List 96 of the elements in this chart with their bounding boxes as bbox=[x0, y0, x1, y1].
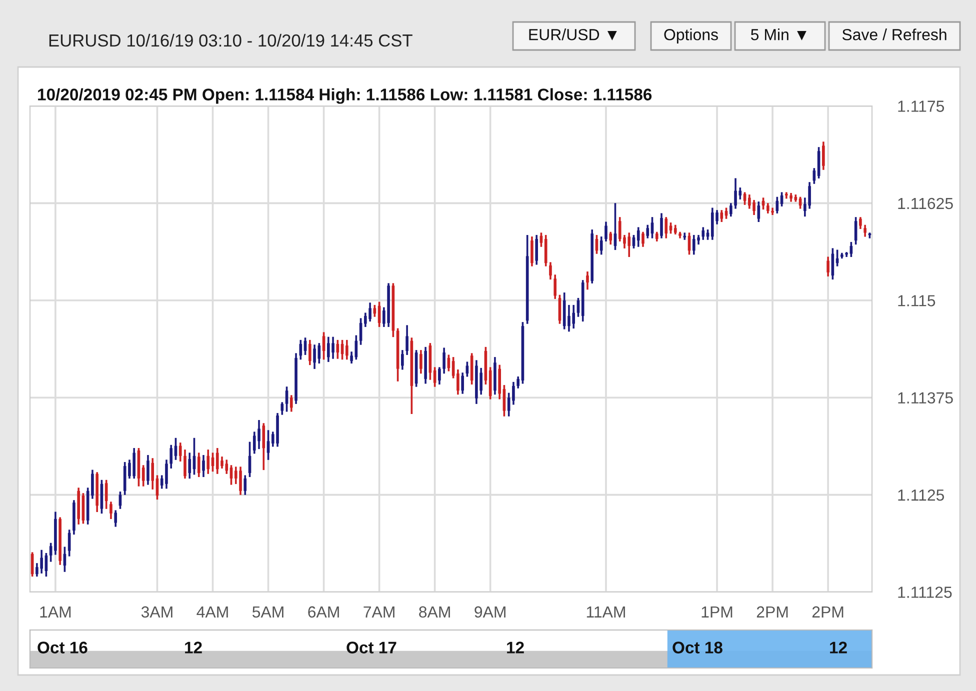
x-tick-label: 2PM bbox=[812, 606, 844, 618]
candlestick bbox=[262, 423, 266, 470]
x-tick-label: 8AM bbox=[419, 606, 450, 618]
candlestick bbox=[401, 350, 404, 370]
text: Oct 16 bbox=[38, 642, 88, 654]
candlestick bbox=[609, 232, 612, 245]
text: 12 bbox=[185, 642, 202, 654]
candlestick bbox=[660, 213, 663, 238]
candlestick bbox=[322, 332, 326, 360]
candlestick bbox=[442, 348, 446, 374]
candlestick bbox=[188, 452, 192, 479]
candlestick bbox=[280, 402, 284, 415]
candlestick bbox=[345, 340, 348, 360]
candlestick bbox=[420, 350, 422, 374]
candlestick bbox=[290, 395, 293, 412]
candlestick bbox=[600, 236, 603, 255]
candlestick bbox=[771, 208, 774, 215]
candlestick bbox=[466, 362, 469, 377]
candlestick bbox=[664, 217, 668, 238]
x-tick-label: 7AM bbox=[364, 606, 394, 618]
y-tick-label: 1.115 bbox=[898, 295, 936, 306]
text: EUR/USD ▼ bbox=[529, 28, 617, 40]
candlestick bbox=[114, 510, 117, 527]
y-tick-label: 1.11375 bbox=[898, 392, 953, 404]
candlestick bbox=[549, 262, 552, 280]
candlestick bbox=[197, 452, 200, 478]
candlestick bbox=[142, 465, 145, 486]
candlestick bbox=[373, 304, 376, 317]
x-tick-label: 1AM bbox=[40, 606, 71, 618]
y-tick-label: 1.1175 bbox=[898, 100, 944, 112]
candlestick bbox=[49, 542, 52, 562]
candlestick bbox=[516, 376, 520, 388]
x-tick-label: 4AM bbox=[196, 606, 228, 618]
x-tick-label: 6AM bbox=[308, 606, 339, 618]
text: Oct 17 bbox=[346, 642, 396, 654]
candlestick bbox=[826, 256, 830, 276]
text: 12 bbox=[830, 642, 847, 654]
x-tick-label: 11AM bbox=[586, 606, 625, 618]
candlestick bbox=[456, 369, 460, 395]
candlestick bbox=[845, 252, 848, 257]
candlestick bbox=[636, 227, 640, 247]
candlestick bbox=[244, 475, 247, 495]
candlestick bbox=[452, 357, 455, 378]
x-tick-label: 3AM bbox=[141, 606, 172, 618]
candlestick bbox=[178, 442, 182, 462]
candlestick bbox=[757, 202, 760, 222]
text: 12 bbox=[507, 642, 524, 654]
x-tick-label: 5AM bbox=[252, 606, 284, 618]
y-tick-label: 1.11125 bbox=[898, 586, 952, 598]
candlestick bbox=[790, 192, 792, 202]
candlestick bbox=[729, 203, 732, 217]
x-tick-label: 9AM bbox=[474, 606, 506, 618]
candlestick bbox=[184, 450, 186, 479]
candlestick bbox=[720, 210, 724, 222]
candlestick bbox=[586, 272, 589, 290]
candlestick bbox=[91, 470, 94, 499]
candlestick bbox=[110, 502, 112, 520]
candlestick bbox=[406, 325, 408, 355]
candlestick bbox=[507, 392, 510, 416]
chart-title: EURUSD 10/16/19 03:10 - 10/20/19 14:45 CST bbox=[49, 34, 412, 47]
candlestick bbox=[202, 455, 205, 478]
candlestick bbox=[206, 450, 210, 474]
candlestick bbox=[785, 192, 788, 199]
candlestick bbox=[776, 196, 779, 214]
text: Oct 18 bbox=[672, 642, 722, 654]
candlestick bbox=[151, 458, 154, 490]
candlestick bbox=[554, 274, 557, 299]
candlestick bbox=[822, 142, 825, 170]
candlestick bbox=[678, 232, 682, 238]
candlestick bbox=[170, 444, 173, 468]
candlestick bbox=[299, 340, 302, 360]
candlestick bbox=[646, 224, 650, 238]
candlestick bbox=[285, 386, 288, 412]
text: 5 Min ▼ bbox=[750, 28, 806, 40]
y-tick-label: 1.11625 bbox=[898, 198, 953, 210]
x-tick-label: 2PM bbox=[756, 606, 788, 618]
text: Save / Refresh bbox=[842, 28, 946, 40]
text: Options bbox=[664, 28, 718, 44]
candlestick bbox=[461, 372, 464, 394]
candlestick bbox=[146, 455, 150, 485]
candlestick bbox=[604, 222, 608, 242]
candlestick bbox=[864, 224, 866, 237]
candlestick bbox=[530, 236, 534, 266]
candlestick bbox=[266, 430, 270, 460]
candlestick bbox=[859, 217, 862, 229]
candlestick bbox=[535, 234, 538, 265]
candlestick bbox=[438, 367, 441, 385]
candlestick bbox=[642, 232, 644, 247]
candlestick bbox=[512, 382, 515, 405]
y-tick-label: 1.1125 bbox=[898, 489, 944, 501]
candlestick bbox=[702, 227, 705, 240]
candlestick bbox=[683, 232, 686, 240]
chart-subtitle: 10/20/2019 02:45 PM Open: 1.11584 High: 1.11586 Low: 1.11581 Close: 1.11586 bbox=[38, 88, 652, 104]
x-tick-label: 1PM bbox=[702, 606, 732, 618]
candlestick bbox=[336, 340, 340, 359]
candlestick bbox=[308, 340, 312, 366]
